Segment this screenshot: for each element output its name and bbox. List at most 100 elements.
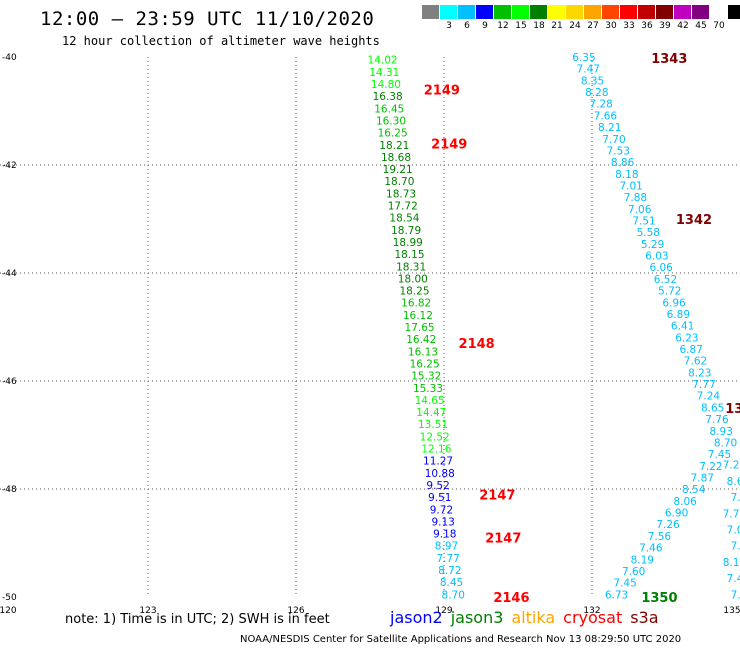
swh-value: 7.23 bbox=[723, 460, 740, 472]
swh-value: 18.25 bbox=[399, 286, 429, 298]
lat-tick-label: -50 bbox=[2, 593, 17, 603]
colorbar-swatch bbox=[566, 5, 584, 19]
swh-value: 7.77 bbox=[436, 553, 459, 565]
colorbar-swatch bbox=[620, 5, 638, 19]
swh-value: 14.65 bbox=[415, 395, 445, 407]
swh-value: 7.28 bbox=[589, 99, 612, 111]
swh-value: 9.18 bbox=[433, 529, 456, 541]
lat-tick-label: -48 bbox=[2, 485, 17, 495]
colorbar-swatch bbox=[692, 5, 710, 19]
colorbar-label: 42 bbox=[677, 21, 689, 31]
swh-value: 16.25 bbox=[378, 128, 408, 140]
lat-tick-label: -40 bbox=[2, 53, 17, 63]
colorbar-label: 9 bbox=[482, 21, 488, 31]
lat-tick-label: -44 bbox=[2, 269, 17, 279]
swh-value: 13.51 bbox=[418, 419, 448, 431]
colorbar-swatch bbox=[584, 5, 602, 19]
swh-value: 14.02 bbox=[368, 55, 398, 67]
lon-tick-label: 132 bbox=[583, 606, 600, 616]
swh-value: 14.31 bbox=[369, 67, 399, 79]
map-subtitle: 12 hour collection of altimeter wave hei… bbox=[62, 34, 380, 48]
swh-value: 15.33 bbox=[413, 383, 443, 395]
satellite-tracks: 14.0214.3114.8016.3816.4516.3016.2518.21… bbox=[368, 52, 740, 606]
swh-value: 7.60 bbox=[622, 566, 645, 578]
swh-value: 8.93 bbox=[710, 426, 733, 438]
colorbar-label: 36 bbox=[641, 21, 653, 31]
swh-value: 7.60 bbox=[731, 541, 740, 553]
colorbar-swatch bbox=[494, 5, 512, 19]
swh-value: 7.88 bbox=[624, 192, 647, 204]
swh-value: 8.19 bbox=[631, 554, 654, 566]
colorbar-swatch bbox=[710, 5, 728, 19]
swh-value: 5.72 bbox=[658, 286, 681, 298]
swh-value: 17.72 bbox=[388, 201, 418, 213]
lon-tick-label: 123 bbox=[139, 606, 156, 616]
swh-value: 7.87 bbox=[691, 472, 714, 484]
swh-value: 9.13 bbox=[431, 516, 454, 528]
satellite-legend: jason2 jason3 altika cryosat s3a bbox=[390, 608, 667, 627]
swh-value: 16.13 bbox=[408, 346, 438, 358]
colorbar-label: 6 bbox=[464, 21, 470, 31]
legend-s3a: s3a bbox=[630, 608, 659, 627]
swh-value: 6.03 bbox=[645, 251, 668, 263]
swh-value: 6.87 bbox=[680, 344, 703, 356]
swh-value: 8.06 bbox=[673, 496, 697, 508]
legend-jason3: jason3 bbox=[450, 608, 504, 627]
swh-value: 6.52 bbox=[654, 274, 677, 286]
swh-value: 7.51 bbox=[632, 216, 655, 228]
swh-value: 7.45 bbox=[708, 449, 731, 461]
swh-value: 8.70 bbox=[442, 589, 465, 601]
swh-value: 11.27 bbox=[423, 456, 453, 468]
colorbar-label: 3 bbox=[446, 21, 452, 31]
swh-value: 7.46 bbox=[639, 543, 663, 555]
colorbar-swatch bbox=[548, 5, 566, 19]
colorbar-label: 12 bbox=[497, 21, 509, 31]
swh-value: 8.45 bbox=[440, 577, 463, 589]
colorbar-label: 24 bbox=[569, 21, 581, 31]
swh-value: 16.38 bbox=[373, 91, 403, 103]
colorbar-label: 27 bbox=[587, 21, 599, 31]
swh-value: 7.45 bbox=[613, 578, 636, 590]
swh-value: 7.24 bbox=[697, 391, 721, 403]
swh-value: 7.66 bbox=[594, 110, 618, 122]
lon-tick-label: 135 bbox=[723, 606, 740, 616]
swh-value: 18.21 bbox=[379, 140, 409, 152]
pass-number: 1350 bbox=[641, 591, 677, 606]
colorbar-swatch bbox=[512, 5, 530, 19]
swh-value: 7.56 bbox=[648, 531, 672, 543]
swh-value: 7.30 bbox=[731, 589, 740, 601]
swh-value: 16.45 bbox=[374, 103, 404, 115]
swh-value: 18.15 bbox=[394, 249, 424, 261]
swh-value: 6.35 bbox=[572, 52, 595, 64]
colorbar-swatch bbox=[728, 5, 740, 19]
swh-value: 18.70 bbox=[384, 176, 414, 188]
swh-value: 6.89 bbox=[667, 309, 690, 321]
swh-value: 8.10 bbox=[723, 557, 740, 569]
lon-tick-label: 129 bbox=[435, 606, 452, 616]
swh-value: 7.70 bbox=[602, 134, 625, 146]
swh-value: 6.96 bbox=[662, 297, 686, 309]
swh-value: 14.80 bbox=[371, 79, 401, 91]
pass-number: 1341 bbox=[725, 402, 740, 417]
swh-value: 7.53 bbox=[607, 145, 630, 157]
swh-value: 7.79 bbox=[731, 492, 740, 504]
lat-tick-label: -42 bbox=[2, 161, 17, 171]
swh-value: 7.70 bbox=[723, 508, 740, 520]
colorbar-swatch bbox=[602, 5, 620, 19]
swh-value: 18.00 bbox=[398, 273, 428, 285]
swh-value: 6.73 bbox=[605, 589, 628, 601]
colorbar-label: 39 bbox=[659, 21, 671, 31]
swh-value: 8.28 bbox=[585, 87, 608, 99]
swh-value: 8.86 bbox=[611, 157, 635, 169]
swh-value: 16.25 bbox=[410, 358, 440, 370]
swh-value: 7.01 bbox=[619, 180, 642, 192]
legend-altika: altika bbox=[511, 608, 556, 627]
colorbar-label: 45 bbox=[695, 21, 707, 31]
colorbar-label: 21 bbox=[551, 21, 563, 31]
swh-value: 18.73 bbox=[386, 188, 416, 200]
colorbar-swatch bbox=[422, 5, 440, 19]
swh-value: 8.72 bbox=[438, 565, 461, 577]
colorbar-swatch bbox=[458, 5, 476, 19]
colorbar bbox=[422, 5, 740, 19]
